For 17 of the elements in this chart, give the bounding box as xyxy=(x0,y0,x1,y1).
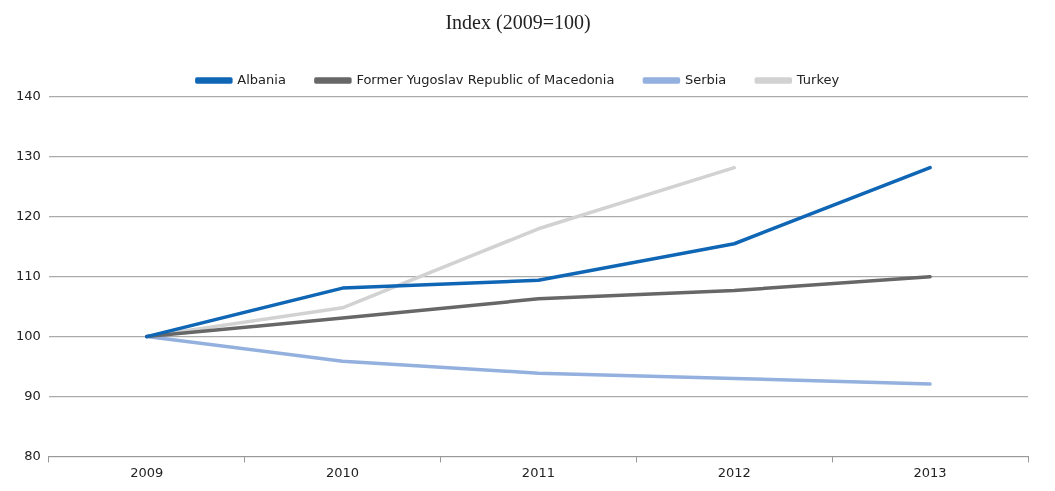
legend-label: Serbia xyxy=(684,71,727,87)
x-tick-label: 2010 xyxy=(326,464,360,480)
y-tick-label: 80 xyxy=(24,447,41,463)
y-tick-label: 90 xyxy=(24,387,41,403)
y-tick-label: 110 xyxy=(15,268,41,284)
y-tick-label: 140 xyxy=(15,88,41,104)
x-tick-label: 2013 xyxy=(913,464,947,480)
y-tick-label: 120 xyxy=(15,208,41,224)
y-tick-label: 100 xyxy=(15,327,41,343)
x-tick-label: 2009 xyxy=(130,464,164,480)
x-tick-label: 2011 xyxy=(521,464,555,480)
x-tick-label: 2012 xyxy=(717,464,751,480)
chart-title: Index (2009=100) xyxy=(445,11,591,35)
legend-label: Albania xyxy=(237,71,286,87)
y-tick-label: 130 xyxy=(15,148,41,164)
legend-label: Former Yugoslav Republic of Macedonia xyxy=(356,71,615,87)
legend-label: Turkey xyxy=(795,71,840,87)
